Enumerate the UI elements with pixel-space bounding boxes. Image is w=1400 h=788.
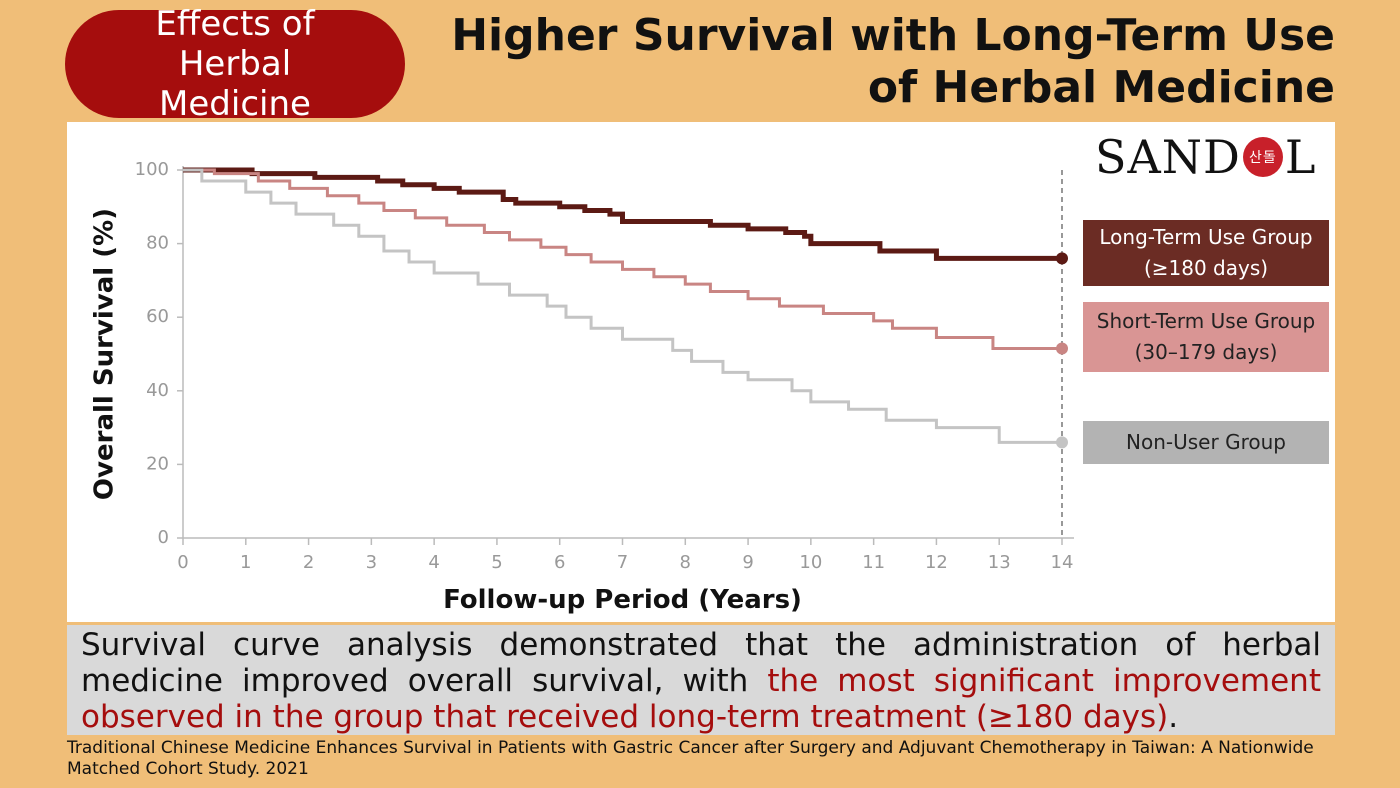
x-tick-label: 4 [428,552,439,573]
chart-panel: 0 20 40 60 80 100 0 1 2 3 4 5 6 7 8 9 10 11 12 13 14 Overall … [67,122,1335,622]
survival-curve [183,167,1062,261]
x-tick-label: 0 [177,552,188,573]
end-point [1056,252,1068,265]
x-tick-label: 13 [988,552,1011,573]
x-tick-label: 5 [491,552,502,573]
y-tick-label: 40 [146,380,169,401]
x-tick-label: 2 [303,552,314,573]
logo-text: SAND [1095,130,1241,184]
y-tick-label: 60 [146,306,169,327]
x-tick-label: 9 [742,552,753,573]
y-tick-label: 80 [146,233,169,254]
x-tick-label: 14 [1051,552,1074,573]
x-tick-label: 11 [862,552,885,573]
badge: Effects of Herbal Medicine [65,4,405,124]
survival-curve [183,168,1062,350]
x-tick-label: 3 [366,552,377,573]
citation: Traditional Chinese Medicine Enhances Su… [67,738,1314,779]
x-tick-label: 7 [617,552,628,573]
x-tick-label: 6 [554,552,565,573]
x-tick-label: 12 [925,552,948,573]
x-tick-label: 10 [799,552,822,573]
headline: Higher Survival with Long-Term Use of He… [451,10,1335,113]
y-tick-label: 0 [158,527,169,548]
legend-entry: Long-Term Use Group (≥180 days) [1083,220,1329,286]
y-axis-label: Overall Survival (%) [90,208,120,500]
legend-entry: Short-Term Use Group (30–179 days) [1083,302,1329,372]
x-axis-label: Follow-up Period (Years) [443,585,802,615]
legend-entry: Non-User Group [1083,421,1329,464]
logo-text: L [1284,130,1317,184]
summary: Survival curve analysis demonstrated tha… [67,625,1335,735]
x-tick-label: 1 [240,552,251,573]
y-tick-label: 100 [135,159,169,180]
summary-highlight: the most significant improvement observe… [81,663,1321,735]
end-point [1056,436,1068,449]
y-tick-label: 20 [146,453,169,474]
survival-curve [183,168,1062,444]
summary-text: Survival curve analysis demonstrated tha… [81,627,1321,699]
summary-text: . [1168,699,1179,735]
x-tick-label: 8 [680,552,691,573]
logo: SAND 산돌 L [1095,130,1316,184]
logo-mark: 산돌 [1242,137,1283,177]
end-point [1056,342,1068,355]
